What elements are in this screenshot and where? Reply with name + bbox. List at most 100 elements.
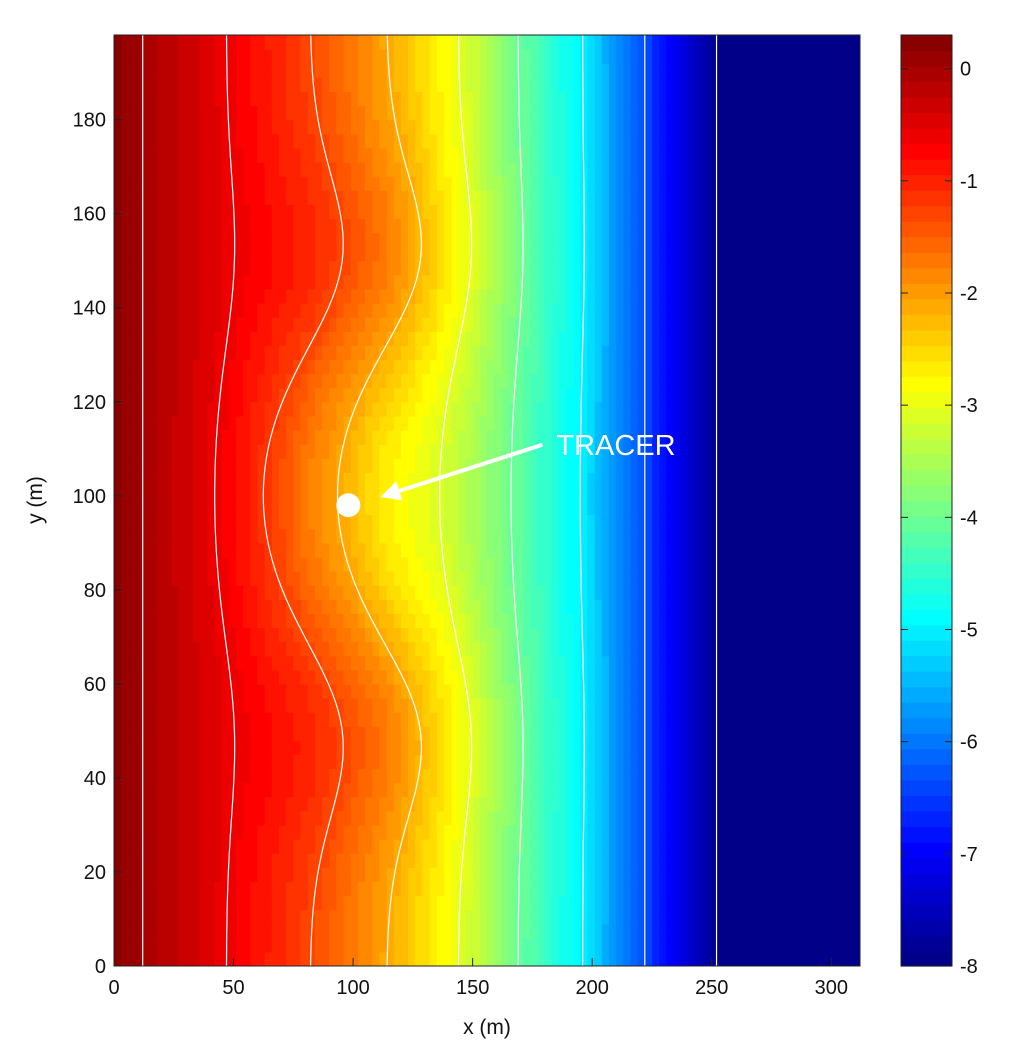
heatmap-cell	[544, 909, 553, 925]
heatmap-cell	[766, 317, 775, 332]
heatmap-cell	[838, 655, 847, 671]
heatmap-cell	[307, 500, 316, 516]
heatmap-cell	[824, 359, 832, 375]
heatmap-cell	[838, 458, 847, 473]
heatmap-cell	[307, 881, 316, 897]
heatmap-cell	[365, 359, 373, 375]
heatmap-cell	[809, 683, 818, 699]
heatmap-cell	[530, 585, 538, 600]
heatmap-cell	[178, 853, 187, 868]
heatmap-cell	[257, 500, 266, 516]
heatmap-cell	[422, 909, 431, 925]
heatmap-cell	[508, 669, 517, 685]
heatmap-cell	[451, 881, 459, 897]
heatmap-cell	[171, 740, 180, 756]
heatmap-cell	[465, 556, 474, 572]
heatmap-cell	[114, 486, 122, 502]
heatmap-cell	[114, 585, 122, 600]
heatmap-cell	[465, 401, 474, 417]
heatmap-cell	[135, 683, 144, 699]
heatmap-cell	[852, 867, 860, 882]
heatmap-cell	[185, 754, 194, 770]
heatmap-cell	[114, 923, 122, 939]
heatmap-cell	[802, 599, 811, 614]
heatmap-cell	[357, 655, 366, 671]
heatmap-cell	[322, 429, 330, 445]
heatmap-cell	[379, 472, 388, 487]
heatmap-cell	[357, 472, 366, 487]
heatmap-cell	[522, 288, 531, 304]
heatmap-cell	[135, 937, 144, 953]
heatmap-cell	[357, 571, 366, 586]
heatmap-cell	[200, 571, 208, 586]
heatmap-cell	[752, 458, 761, 473]
heatmap-cell	[508, 373, 517, 389]
heatmap-cell	[788, 754, 797, 770]
heatmap-cell	[773, 444, 782, 459]
heatmap-cell	[723, 782, 732, 798]
heatmap-cell	[651, 542, 660, 558]
heatmap-cell	[816, 712, 825, 727]
heatmap-cell	[522, 923, 531, 939]
heatmap-cell	[530, 528, 538, 544]
heatmap-cell	[537, 303, 545, 318]
heatmap-cell	[644, 472, 653, 487]
heatmap-cell	[630, 796, 639, 812]
heatmap-cell	[286, 923, 294, 939]
heatmap-cell	[659, 909, 667, 925]
heatmap-cell	[171, 669, 180, 685]
heatmap-cell	[408, 486, 416, 502]
heatmap-cell	[766, 824, 775, 840]
heatmap-cell	[816, 895, 825, 911]
heatmap-cell	[465, 528, 474, 544]
heatmap-cell	[551, 641, 560, 657]
heatmap-cell	[192, 415, 201, 431]
heatmap-cell	[436, 613, 445, 629]
heatmap-cell	[192, 627, 201, 643]
heatmap-cell	[142, 697, 151, 713]
heatmap-cell	[666, 683, 675, 699]
heatmap-cell	[350, 415, 359, 431]
heatmap-cell	[135, 824, 144, 840]
heatmap-cell	[271, 782, 280, 798]
heatmap-cell	[271, 951, 280, 966]
heatmap-cell	[601, 373, 610, 389]
heatmap-cell	[738, 867, 746, 882]
heatmap-cell	[214, 712, 223, 727]
heatmap-cell	[357, 359, 366, 375]
heatmap-cell	[436, 641, 445, 657]
heatmap-cell	[508, 782, 517, 798]
heatmap-cell	[271, 401, 280, 417]
heatmap-cell	[795, 937, 804, 953]
heatmap-cell	[408, 754, 416, 770]
heatmap-cell	[171, 881, 180, 897]
heatmap-cell	[487, 528, 495, 544]
heatmap-cell	[243, 458, 251, 473]
heatmap-cell	[264, 895, 273, 911]
heatmap-cell	[709, 317, 718, 332]
heatmap-cell	[479, 754, 488, 770]
heatmap-cell	[214, 754, 223, 770]
heatmap-cell	[264, 669, 273, 685]
heatmap-cell	[171, 387, 180, 403]
heatmap-cell	[501, 514, 510, 530]
heatmap-cell	[257, 853, 266, 868]
heatmap-cell	[408, 937, 416, 953]
heatmap-cell	[372, 317, 380, 332]
heatmap-cell	[322, 542, 330, 558]
heatmap-cell	[766, 881, 775, 897]
heatmap-cell	[128, 528, 137, 544]
heatmap-cell	[637, 345, 646, 361]
heatmap-cell	[278, 937, 287, 953]
heatmap-cell	[702, 387, 710, 403]
heatmap-cell	[508, 641, 517, 657]
heatmap-cell	[365, 542, 373, 558]
heatmap-cell	[408, 345, 416, 361]
heatmap-cell	[278, 500, 287, 516]
heatmap-cell	[479, 585, 488, 600]
heatmap-cell	[307, 571, 316, 586]
heatmap-cell	[443, 768, 452, 784]
heatmap-cell	[781, 726, 789, 741]
heatmap-cell	[314, 429, 323, 445]
heatmap-cell	[680, 472, 689, 487]
